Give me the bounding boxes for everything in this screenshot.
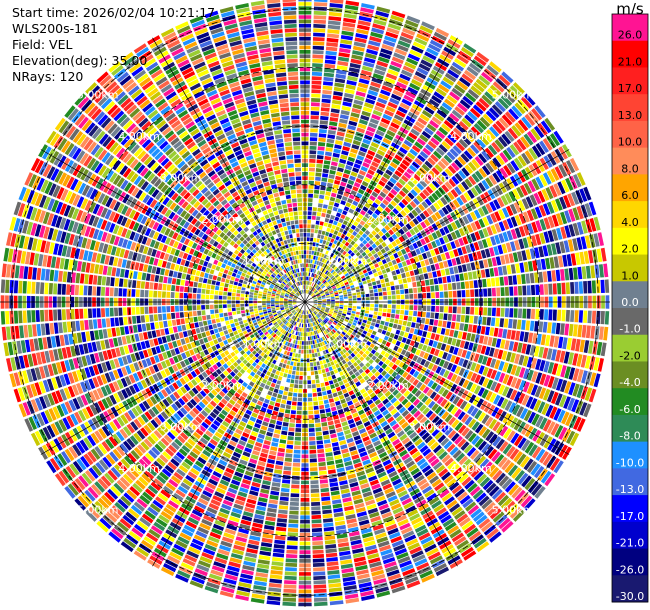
colorbar-tick-label: 8.0 [621, 162, 639, 175]
colorbar-tick-label: 13.0 [618, 109, 643, 122]
colorbar-tick-label: -30.0 [616, 590, 644, 603]
range-ring-label: 1.00km [326, 337, 368, 350]
azimuth-spoke [304, 301, 458, 567]
colorbar-tick-label: -4.0 [619, 376, 640, 389]
gate-group [14, 20, 610, 607]
colorbar-swatch [612, 281, 648, 309]
azimuth-spoke [304, 149, 570, 303]
colorbar-swatch [612, 201, 648, 229]
colorbar-swatch [612, 575, 648, 603]
colorbar-tick-label: 0.0 [621, 296, 639, 309]
azimuth-spoke [40, 149, 306, 303]
range-ring-label: 3.00km [160, 172, 202, 185]
range-ring-label: 5.00km [492, 503, 534, 516]
colorbar-tick-label: -17.0 [616, 510, 644, 523]
colorbar-tick-label: 17.0 [618, 82, 643, 95]
colorbar-swatch [612, 254, 648, 282]
colorbar-swatch [612, 495, 648, 523]
colorbar-swatch [612, 388, 648, 416]
range-ring-label: 3.00km [160, 420, 202, 433]
azimuth-spoke [304, 37, 458, 303]
colorbar-swatch [612, 441, 648, 469]
scan-info: Start time: 2026/02/04 10:21:17 WLS200s-… [12, 5, 215, 85]
colorbar-tick-label: -21.0 [616, 537, 644, 550]
range-ring-grid [0, 0, 610, 607]
azimuth-spoke [152, 37, 306, 303]
range-ring-label: 2.00km [201, 379, 243, 392]
colorbar-tick-label: -6.0 [619, 403, 640, 416]
gate-group [9, 3, 601, 607]
colorbar-swatch [612, 308, 648, 336]
range-ring-label: 2.00km [367, 213, 409, 226]
colorbar-tick-label: 21.0 [618, 55, 643, 68]
colorbar-tick-label: -2.0 [619, 349, 640, 362]
colorbar-tick-label: -10.0 [616, 456, 644, 469]
nrays: NRays: 120 [12, 69, 84, 84]
colorbar-swatch [612, 521, 648, 550]
colorbar-swatch [612, 468, 648, 496]
range-ring-label: 3.00km [409, 420, 451, 433]
azimuth-spoke [40, 301, 306, 455]
colorbar-swatch [612, 174, 648, 202]
range-ring-label: 4.00km [450, 462, 492, 475]
azimuth-spoke [304, 301, 570, 455]
instrument-name: WLS200s-181 [12, 21, 98, 36]
gate-group [0, 3, 603, 604]
range-ring-label: 5.00km [492, 89, 534, 102]
colorbar-tick-label: 10.0 [618, 136, 643, 149]
colorbar-swatch [612, 120, 648, 149]
range-ring-label: 3.00km [409, 172, 451, 185]
gate-group [17, 0, 610, 606]
colorbar-frame [611, 13, 649, 603]
range-ring-label: 1.00km [243, 337, 285, 350]
colorbar-tick-label: 6.0 [621, 189, 639, 202]
colorbar-tick-label: 1.0 [621, 269, 639, 282]
colorbar-tick-label: 26.0 [618, 29, 643, 42]
gate-group [9, 15, 609, 594]
colorbar-swatch [612, 67, 648, 95]
range-ring-label: 4.00km [118, 130, 160, 143]
colorbar-swatch [612, 361, 648, 389]
colorbar-tick-label: -8.0 [619, 430, 640, 443]
range-ring-label: 4.00km [118, 462, 160, 475]
colorbar-tick-label: 2.0 [621, 243, 639, 256]
range-ring-label: 5.00km [77, 503, 119, 516]
colorbar-swatch [612, 94, 648, 122]
range-ring-label: 4.00km [450, 130, 492, 143]
colorbar-swatch [612, 40, 648, 68]
colorbar-swatch [612, 414, 648, 443]
range-ring-label: 2.00km [201, 213, 243, 226]
azimuth-spoke [152, 301, 306, 567]
range-ring-label: 5.00km [77, 89, 119, 102]
colorbar-tick-label: -26.0 [616, 563, 644, 576]
colorbar-swatch [612, 14, 648, 42]
colorbar-unit: m/s [616, 0, 644, 18]
elevation: Elevation(deg): 35.00 [12, 53, 148, 68]
colorbar-swatch [612, 334, 648, 362]
colorbar-swatch [612, 147, 648, 175]
start-time: Start time: 2026/02/04 10:21:17 [12, 5, 216, 20]
range-ring-label: 1.00km [243, 255, 285, 268]
colorbar-tick-label: -13.0 [616, 483, 644, 496]
field-name: Field: VEL [12, 37, 73, 52]
colorbar-tick-label: 4.0 [621, 216, 639, 229]
colorbar-tick-label: -1.0 [619, 323, 640, 336]
range-ring-label: 1.00km [326, 255, 368, 268]
colorbar-swatch [612, 548, 648, 576]
colorbar-swatch [612, 227, 648, 256]
velocity-gates [0, 0, 610, 607]
range-ring-labels: 1.00km 1.00km 1.00km 1.00km 2.00km 2.00km 2.00… [77, 89, 533, 517]
range-ring-label: 2.00km [367, 379, 409, 392]
